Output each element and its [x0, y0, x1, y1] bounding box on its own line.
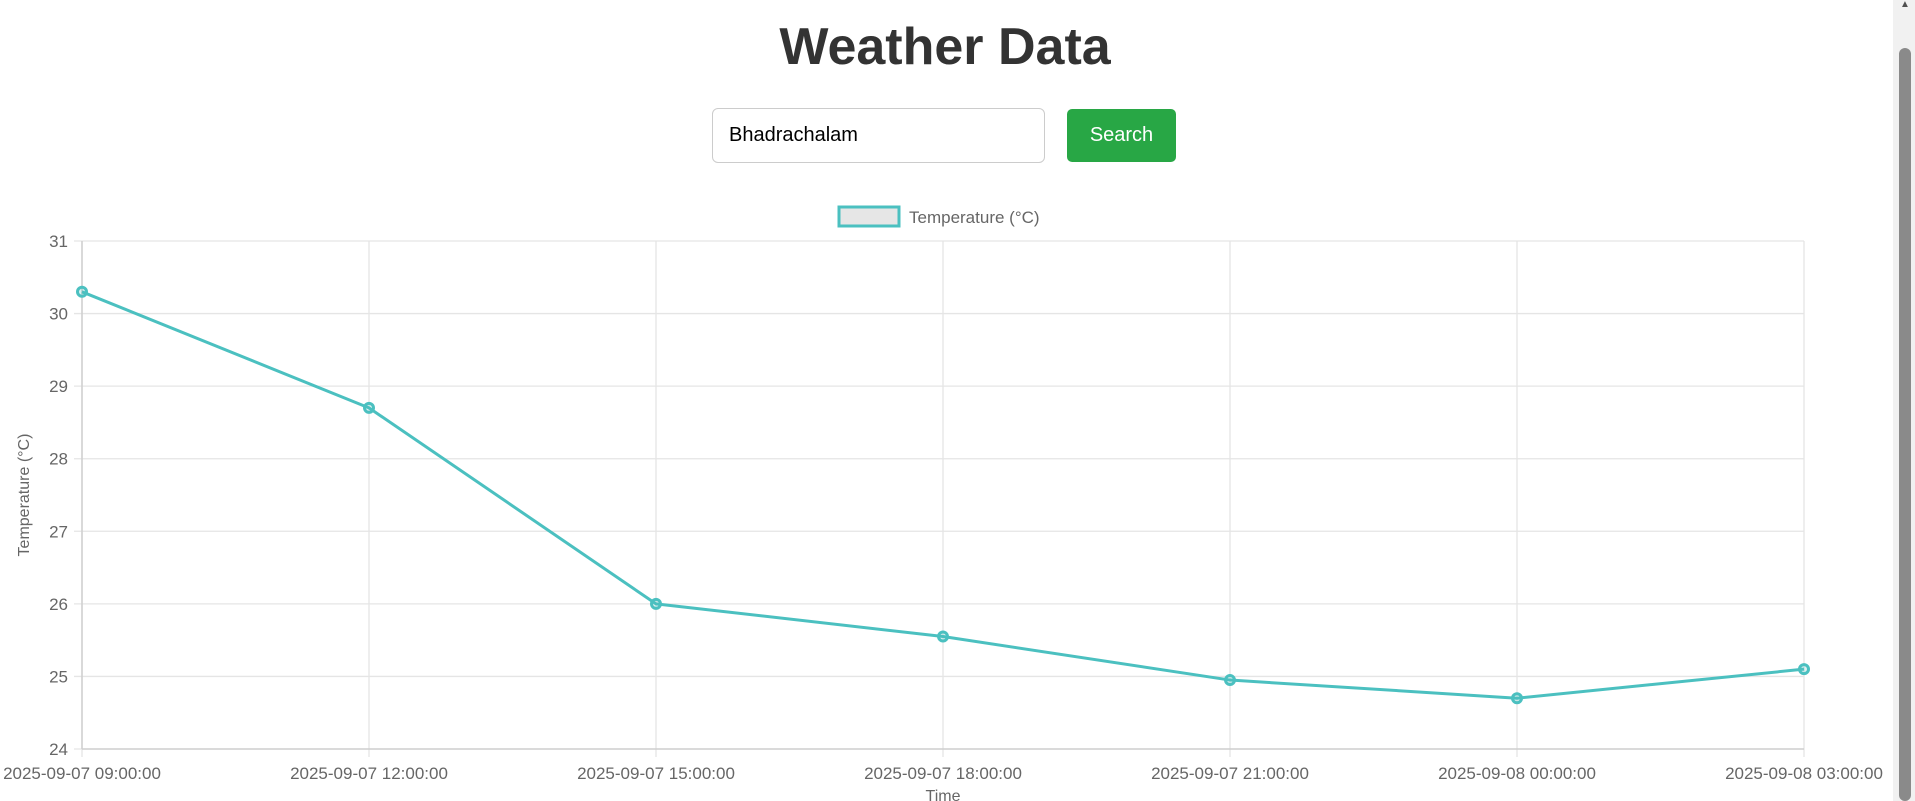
- data-point[interactable]: [650, 597, 662, 610]
- vertical-scrollbar[interactable]: ▲: [1893, 0, 1915, 801]
- data-point[interactable]: [1511, 692, 1523, 705]
- x-tick-label: 2025-09-07 21:00:00: [1151, 764, 1309, 783]
- chart-axes: 24 25 26 27 28 29 30 31 2025-09-07 09:00:00 2025-…: [3, 232, 1883, 783]
- legend-label: Temperature (°C): [909, 208, 1040, 227]
- chart-grid: [74, 240, 1805, 757]
- legend-swatch: [837, 205, 901, 228]
- y-tick-label: 31: [49, 232, 68, 251]
- x-axis-label: Time: [926, 788, 961, 801]
- search-button[interactable]: Search: [1067, 109, 1176, 162]
- x-tick-label: 2025-09-07 15:00:00: [577, 764, 735, 783]
- y-tick-label: 29: [49, 377, 68, 396]
- x-tick-label: 2025-09-07 09:00:00: [3, 764, 161, 783]
- series-line: [81, 290, 1805, 700]
- city-search-input[interactable]: [712, 108, 1045, 163]
- data-point[interactable]: [363, 401, 375, 414]
- x-tick-label: 2025-09-08 00:00:00: [1438, 764, 1596, 783]
- temperature-chart: 24 25 26 27 28 29 30 31 2025-09-07 09:00:00 2025-…: [3, 205, 1883, 801]
- data-point[interactable]: [76, 285, 88, 298]
- scroll-up-arrow-icon[interactable]: ▲: [1900, 0, 1910, 10]
- scrollbar-thumb[interactable]: [1899, 48, 1911, 801]
- x-tick-label: 2025-09-07 12:00:00: [290, 764, 448, 783]
- y-tick-label: 25: [49, 667, 68, 686]
- x-tick-label: 2025-09-08 03:00:00: [1725, 764, 1883, 783]
- y-tick-label: 30: [49, 305, 68, 324]
- y-tick-label: 27: [49, 522, 68, 541]
- chart-legend[interactable]: Temperature (°C): [837, 205, 1040, 228]
- y-tick-label: 24: [49, 740, 68, 759]
- x-tick-label: 2025-09-07 18:00:00: [864, 764, 1022, 783]
- data-point[interactable]: [1224, 674, 1236, 687]
- y-tick-label: 26: [49, 595, 68, 614]
- data-point[interactable]: [937, 630, 949, 643]
- search-bar: Search: [712, 108, 1176, 163]
- page-title: Weather Data: [779, 18, 1111, 76]
- y-tick-label: 28: [49, 450, 68, 469]
- series-temperature: [76, 285, 1810, 705]
- data-point[interactable]: [1798, 663, 1810, 676]
- y-axis-label: Temperature (°C): [16, 434, 33, 557]
